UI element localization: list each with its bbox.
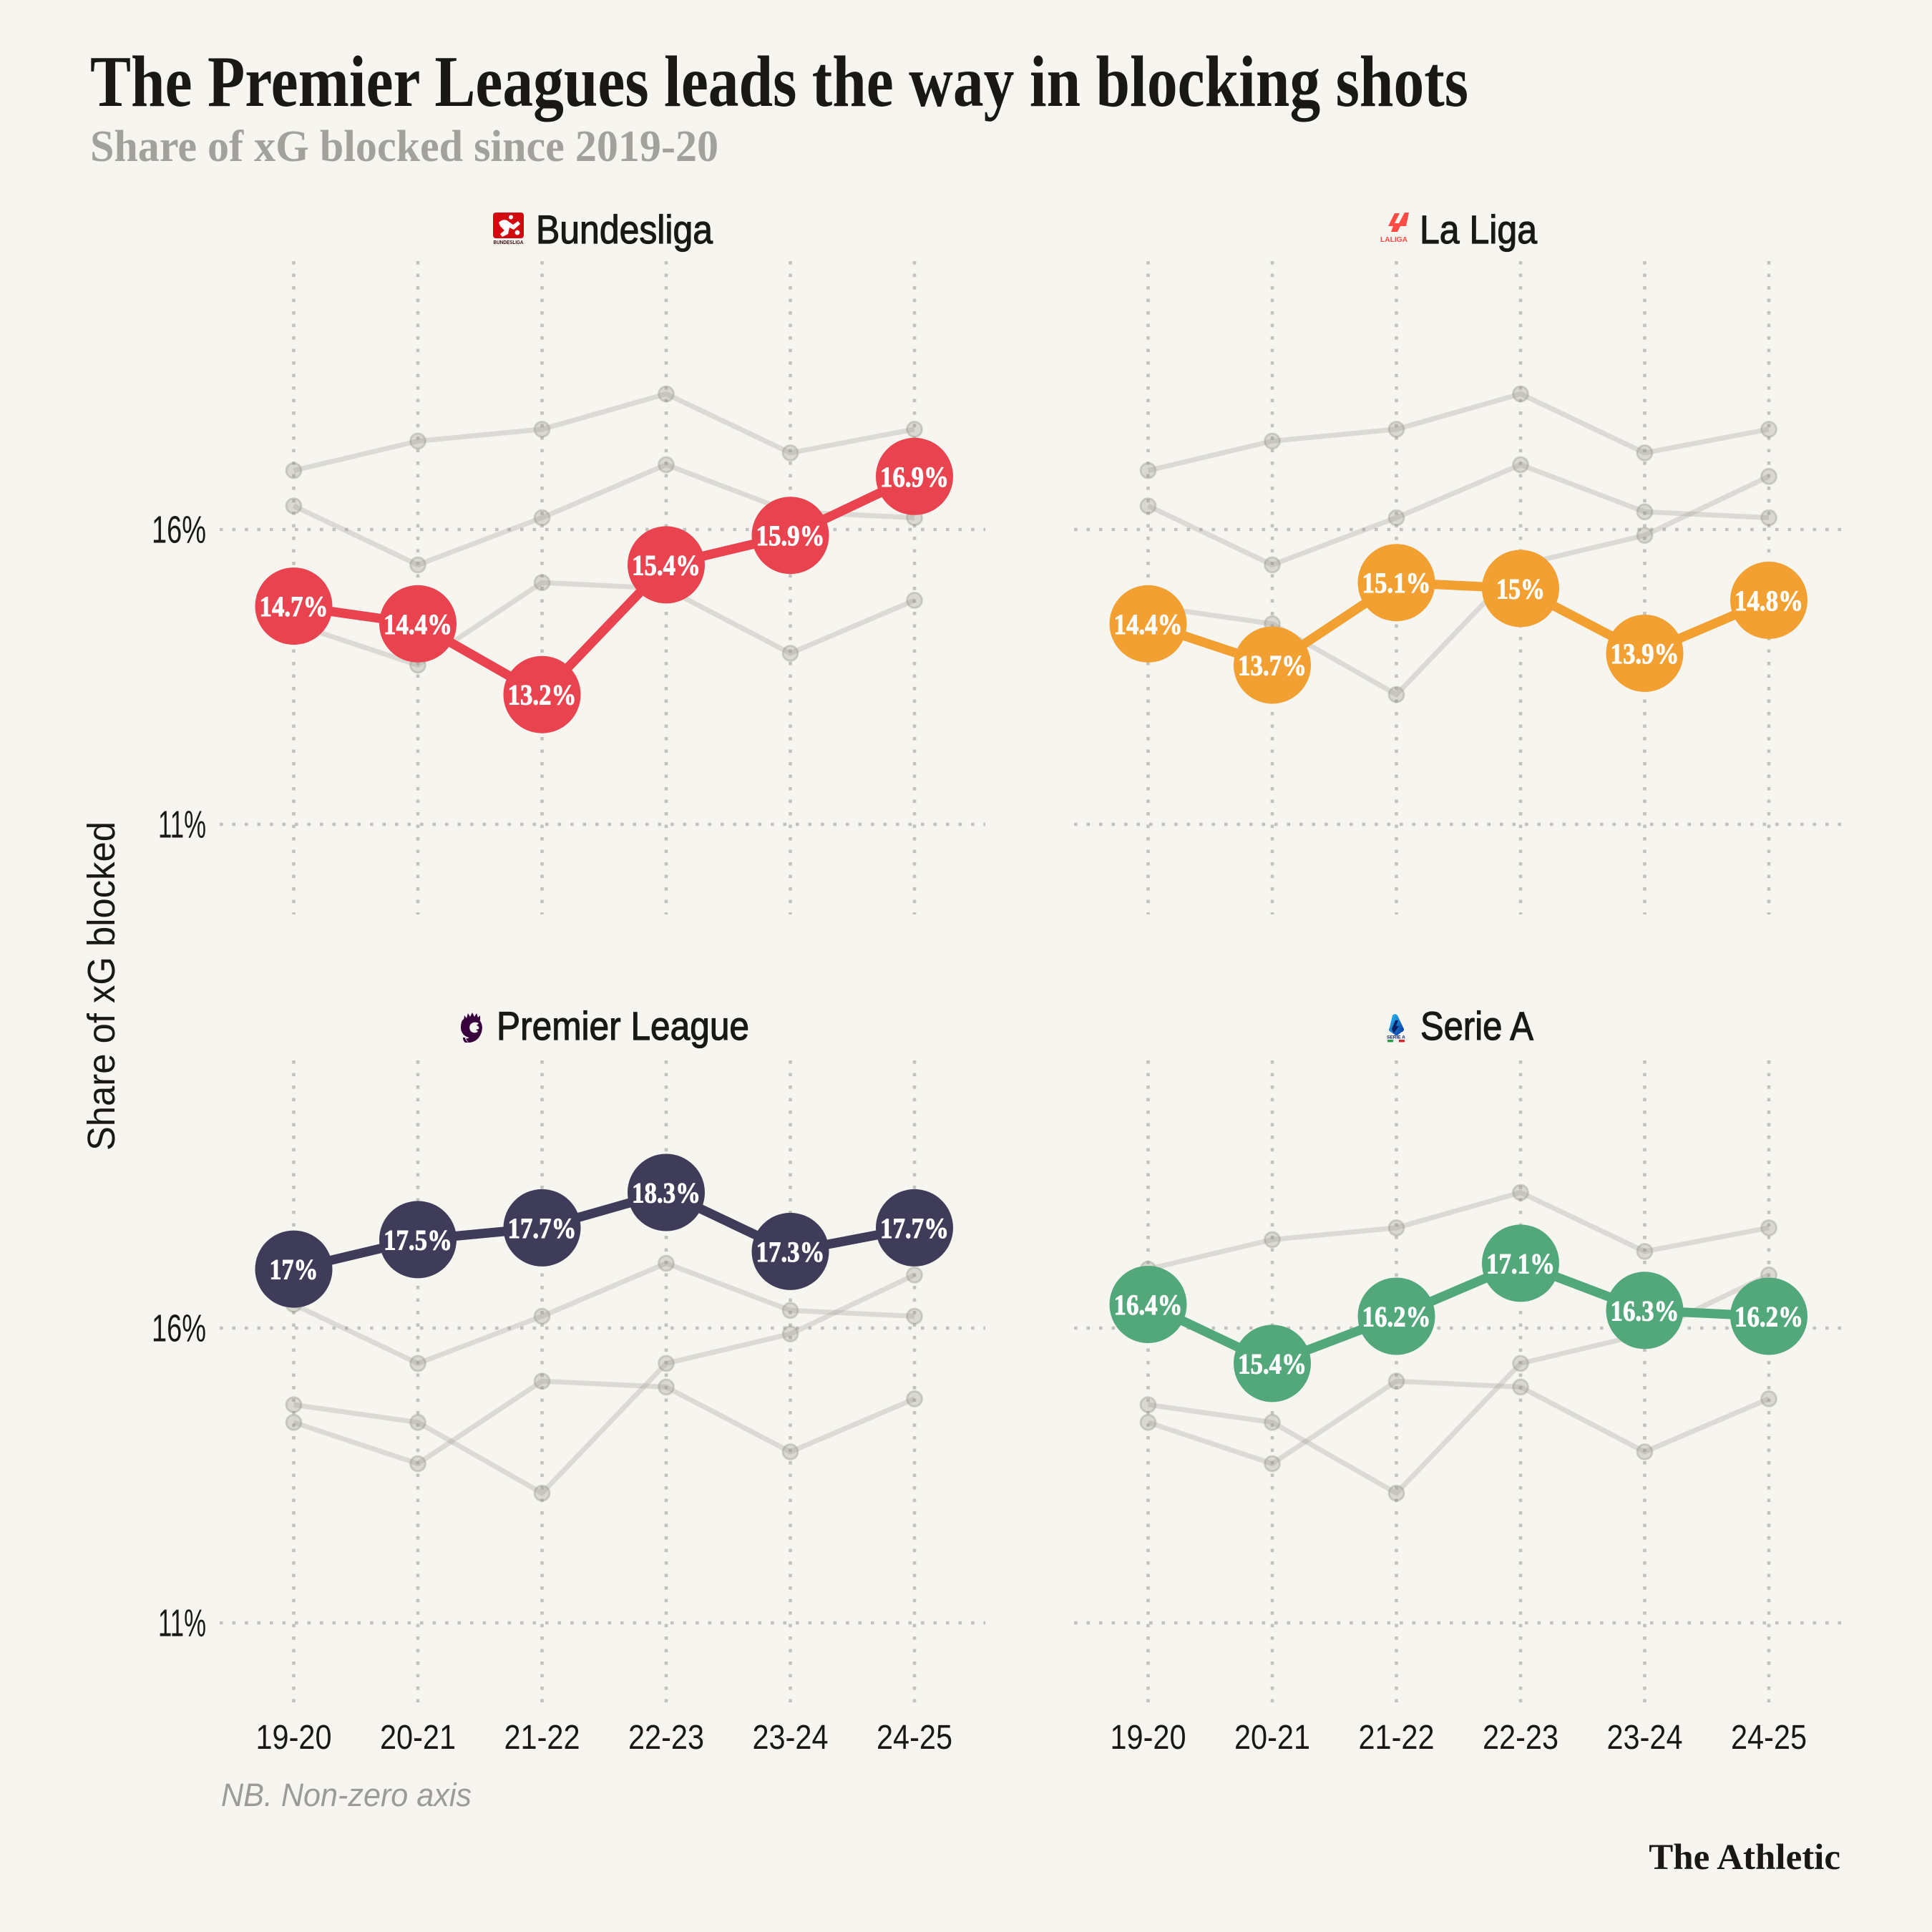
svg-text:13.2%: 13.2%: [508, 679, 577, 711]
svg-text:NB. Non-zero axis: NB. Non-zero axis: [221, 1777, 472, 1813]
svg-text:The Athletic: The Athletic: [1649, 1838, 1840, 1878]
svg-text:22-23: 22-23: [628, 1719, 704, 1757]
svg-text:Bundesliga: Bundesliga: [536, 207, 713, 252]
svg-text:16.2%: 16.2%: [1735, 1301, 1803, 1333]
svg-text:17.1%: 17.1%: [1486, 1247, 1555, 1279]
svg-text:LALIGA: LALIGA: [1380, 236, 1407, 244]
svg-text:16.3%: 16.3%: [1611, 1294, 1679, 1327]
svg-text:15.1%: 15.1%: [1362, 567, 1431, 599]
svg-text:24-25: 24-25: [877, 1719, 952, 1757]
svg-text:17.3%: 17.3%: [756, 1236, 825, 1268]
svg-text:The Premier Leagues leads the: The Premier Leagues leads the way in blo…: [90, 42, 1468, 122]
svg-text:BUNDESLIGA: BUNDESLIGA: [494, 240, 524, 245]
svg-text:16%: 16%: [152, 1307, 206, 1350]
svg-text:20-21: 20-21: [380, 1719, 456, 1757]
svg-text:17.7%: 17.7%: [508, 1212, 577, 1244]
svg-text:15.4%: 15.4%: [632, 549, 701, 581]
svg-text:14.8%: 14.8%: [1735, 585, 1803, 617]
svg-text:15.4%: 15.4%: [1238, 1347, 1307, 1380]
svg-text:14.7%: 14.7%: [260, 590, 328, 623]
svg-text:19-20: 19-20: [1111, 1719, 1186, 1757]
svg-text:La Liga: La Liga: [1420, 207, 1538, 252]
svg-text:11%: 11%: [158, 1602, 206, 1645]
svg-text:14.4%: 14.4%: [384, 608, 452, 640]
svg-text:21-22: 21-22: [1359, 1719, 1435, 1757]
svg-text:21-22: 21-22: [504, 1719, 580, 1757]
svg-text:16.9%: 16.9%: [880, 461, 949, 493]
svg-text:19-20: 19-20: [256, 1719, 332, 1757]
svg-text:Share of xG blocked: Share of xG blocked: [80, 821, 123, 1151]
svg-text:18.3%: 18.3%: [632, 1177, 701, 1209]
svg-text:13.9%: 13.9%: [1611, 638, 1679, 670]
svg-text:Share of xG blocked since 2019: Share of xG blocked since 2019-20: [90, 122, 718, 171]
svg-text:23-24: 23-24: [1607, 1719, 1683, 1757]
svg-text:15.9%: 15.9%: [756, 519, 825, 552]
svg-text:23-24: 23-24: [753, 1719, 829, 1757]
svg-text:20-21: 20-21: [1234, 1719, 1310, 1757]
svg-text:24-25: 24-25: [1731, 1719, 1807, 1757]
svg-text:22-23: 22-23: [1483, 1719, 1558, 1757]
svg-text:15%: 15%: [1496, 572, 1545, 605]
svg-text:17.5%: 17.5%: [384, 1224, 452, 1256]
svg-text:17%: 17%: [270, 1254, 318, 1286]
svg-text:16%: 16%: [152, 509, 206, 552]
svg-text:11%: 11%: [158, 804, 206, 847]
svg-text:Serie A: Serie A: [1420, 1003, 1534, 1048]
svg-text:16.2%: 16.2%: [1362, 1301, 1431, 1333]
svg-text:13.7%: 13.7%: [1238, 650, 1307, 682]
svg-text:Premier League: Premier League: [497, 1003, 749, 1048]
svg-text:16.4%: 16.4%: [1114, 1289, 1183, 1321]
svg-text:SERIE A: SERIE A: [1387, 1035, 1405, 1040]
svg-text:17.7%: 17.7%: [880, 1212, 949, 1244]
svg-text:14.4%: 14.4%: [1114, 608, 1183, 640]
